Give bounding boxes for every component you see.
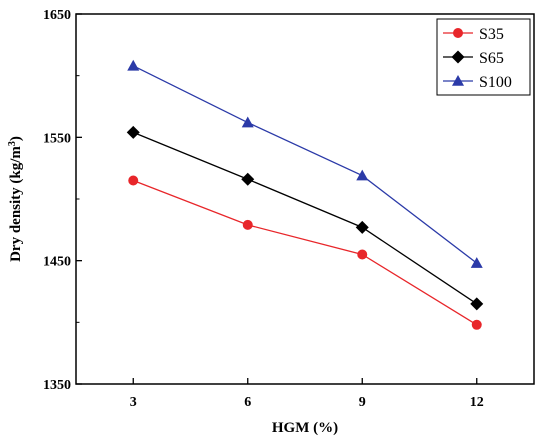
data-point-s35 <box>242 219 253 230</box>
series-lines <box>132 65 478 326</box>
y-axis-title-close: ) <box>8 136 24 141</box>
legend-label-s100: S100 <box>479 74 512 91</box>
data-point-s35 <box>471 319 482 330</box>
y-tick-label: 1650 <box>43 8 71 23</box>
y-tick-label: 1550 <box>43 131 71 146</box>
x-tick-label: 9 <box>359 395 366 410</box>
axis-tick-labels: 3 6 9 12 1350 1450 1550 1650 <box>43 8 484 410</box>
series-line-s65 <box>133 131 478 305</box>
data-point-s100 <box>127 59 140 71</box>
y-tick-label: 1350 <box>43 378 71 393</box>
data-point-s65 <box>355 220 369 234</box>
y-axis-title: Dry density (kg/m3) <box>7 136 25 262</box>
data-point-s35 <box>357 249 368 260</box>
series-markers <box>126 59 484 330</box>
legend-marker-s100 <box>452 75 464 86</box>
y-axis-title-sup: 3 <box>7 141 18 146</box>
y-tick-label: 1450 <box>43 255 71 270</box>
x-tick-label: 12 <box>470 395 484 410</box>
data-point-s35 <box>128 175 139 186</box>
data-point-s100 <box>470 257 483 268</box>
y-axis-title-main: Dry density (kg/m <box>8 146 24 262</box>
x-tick-label: 3 <box>130 395 137 410</box>
data-point-s100 <box>241 116 254 128</box>
legend-marker-s65 <box>451 50 465 64</box>
legend-marker-s35 <box>453 28 463 38</box>
legend-label-s65: S65 <box>479 50 504 67</box>
data-point-s65 <box>126 125 140 139</box>
series-line-s35 <box>133 179 478 326</box>
axis-ticks <box>76 13 478 385</box>
x-axis-title: HGM (%) <box>272 420 338 436</box>
x-tick-label: 6 <box>244 395 251 410</box>
data-point-s100 <box>356 169 369 181</box>
legend-label-s35: S35 <box>479 26 504 43</box>
series-line-s100 <box>132 65 478 264</box>
data-point-s65 <box>241 172 255 186</box>
data-point-s65 <box>470 297 484 311</box>
legend: S35 S65 S100 <box>436 18 531 96</box>
